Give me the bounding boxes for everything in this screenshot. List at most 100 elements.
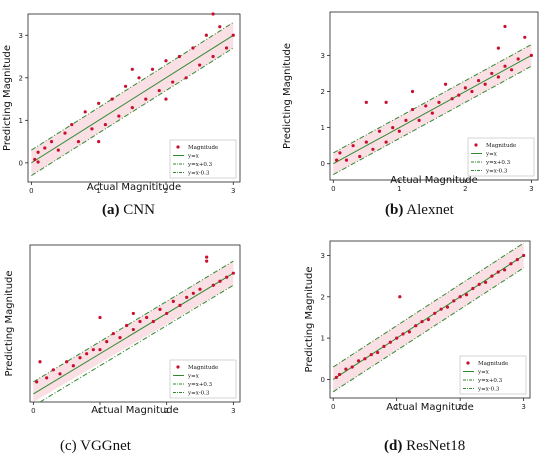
data-point [457, 93, 461, 97]
data-point [35, 380, 39, 384]
series-line-y=x+0.3 [33, 260, 234, 383]
data-point [83, 110, 87, 114]
data-point [58, 372, 62, 376]
data-point [91, 348, 95, 352]
data-point [496, 75, 500, 79]
data-point [158, 307, 162, 312]
chart-panel-cnn: 0 1 2 3 0 1 2 3 Actual Magnititude Predicting Mag… [0, 0, 272, 196]
data-point [452, 299, 456, 303]
data-point [224, 46, 229, 50]
scatter-chart: 0 1 2 3 0 1 2 3 Actual Magnitude Predicting Magni… [282, 11, 539, 193]
data-point [157, 88, 161, 93]
data-point [351, 144, 355, 148]
legend-entry: Magnitude [486, 143, 516, 149]
data-point [463, 86, 467, 90]
data-point [516, 57, 520, 61]
data-point [71, 364, 75, 368]
data-point [70, 122, 74, 127]
data-point [363, 357, 367, 361]
y-tick-label: 3 [19, 32, 23, 40]
series-line-y=x [333, 54, 532, 165]
x-axis-label: Actual Magnititude [87, 182, 181, 193]
data-point [496, 270, 500, 274]
scatter-chart: 0 1 2 3 0 1 2 3 Actual Magnititude Predicting Mag… [2, 12, 241, 195]
y-axis-label: Predicting Magnitude [282, 43, 293, 149]
data-point [503, 268, 507, 272]
data-point [85, 352, 89, 356]
data-point [529, 53, 533, 57]
data-point [426, 317, 431, 322]
data-point [65, 360, 69, 364]
legend-entry: Magnitude [188, 145, 218, 151]
data-point [414, 324, 418, 328]
data-point [130, 105, 134, 110]
legend-marker [176, 145, 180, 149]
series-line-y=x-0.3 [333, 65, 532, 176]
data-point [424, 104, 428, 108]
data-point [117, 114, 121, 118]
data-point [231, 33, 235, 37]
legend-entry: y=x-0.3 [187, 391, 210, 397]
x-tick-label: 0 [331, 185, 335, 193]
caption-alexnet: (b) Alexnet [385, 202, 454, 218]
data-point [218, 25, 222, 29]
data-point [503, 64, 507, 68]
data-point [125, 323, 129, 328]
legend-marker [474, 143, 478, 147]
data-point [433, 311, 437, 315]
data-point [334, 375, 338, 379]
data-point [184, 76, 188, 80]
data-point [395, 336, 399, 340]
data-point [151, 319, 155, 324]
legend-box [459, 355, 527, 395]
data-point [515, 257, 519, 262]
chart-panel-alexnet: 0 1 2 3 0 1 2 3 Actual Magnitude Predicting Magni… [278, 0, 550, 196]
caption-cnn: (a) CNN [102, 202, 155, 218]
data-point [358, 154, 362, 159]
x-tick-label: 2 [164, 187, 168, 195]
data-point [384, 140, 388, 144]
data-point [76, 139, 81, 144]
data-point [458, 295, 462, 299]
data-point [350, 365, 354, 369]
legend-entry: y=x [485, 152, 498, 158]
tolerance-band [33, 261, 234, 402]
data-point [398, 295, 402, 299]
legend-entry: y=x-0.3 [485, 169, 508, 175]
data-point [198, 287, 202, 291]
y-tick-label: 3 [321, 52, 325, 60]
data-point [471, 286, 475, 291]
x-tick-label: 1 [394, 403, 398, 411]
caption-vggnet: (c) VGGnet [60, 438, 131, 454]
series-line-y=x-0.3 [332, 267, 524, 393]
x-tick-label: 3 [521, 403, 525, 411]
data-point [171, 299, 175, 303]
legend-entry: Magnitude [188, 365, 218, 371]
legend-marker [466, 361, 470, 365]
data-point [123, 84, 128, 88]
series-line-y=x-0.3 [39, 284, 234, 403]
data-point [410, 89, 415, 94]
data-point [344, 367, 348, 371]
y-tick-label: 2 [321, 88, 325, 96]
x-tick-label: 0 [31, 407, 35, 415]
x-tick-label: 1 [96, 187, 100, 195]
data-point [397, 129, 401, 133]
x-tick-label: 2 [463, 185, 467, 193]
data-point [509, 68, 514, 72]
data-point [118, 335, 122, 340]
x-tick-label: 0 [331, 403, 335, 411]
data-point [420, 319, 424, 324]
data-point [103, 122, 107, 127]
series-line-y=x+0.3 [332, 242, 524, 368]
legend-entry: y=x+0.3 [485, 160, 511, 166]
data-point [131, 311, 135, 316]
data-point [369, 353, 373, 357]
data-point [464, 293, 469, 297]
series-line-y=x+0.3 [333, 44, 532, 154]
data-point [483, 82, 487, 86]
data-point [391, 126, 395, 130]
legend-box [169, 359, 237, 399]
x-tick-label: 0 [29, 187, 33, 195]
data-point [338, 151, 342, 155]
